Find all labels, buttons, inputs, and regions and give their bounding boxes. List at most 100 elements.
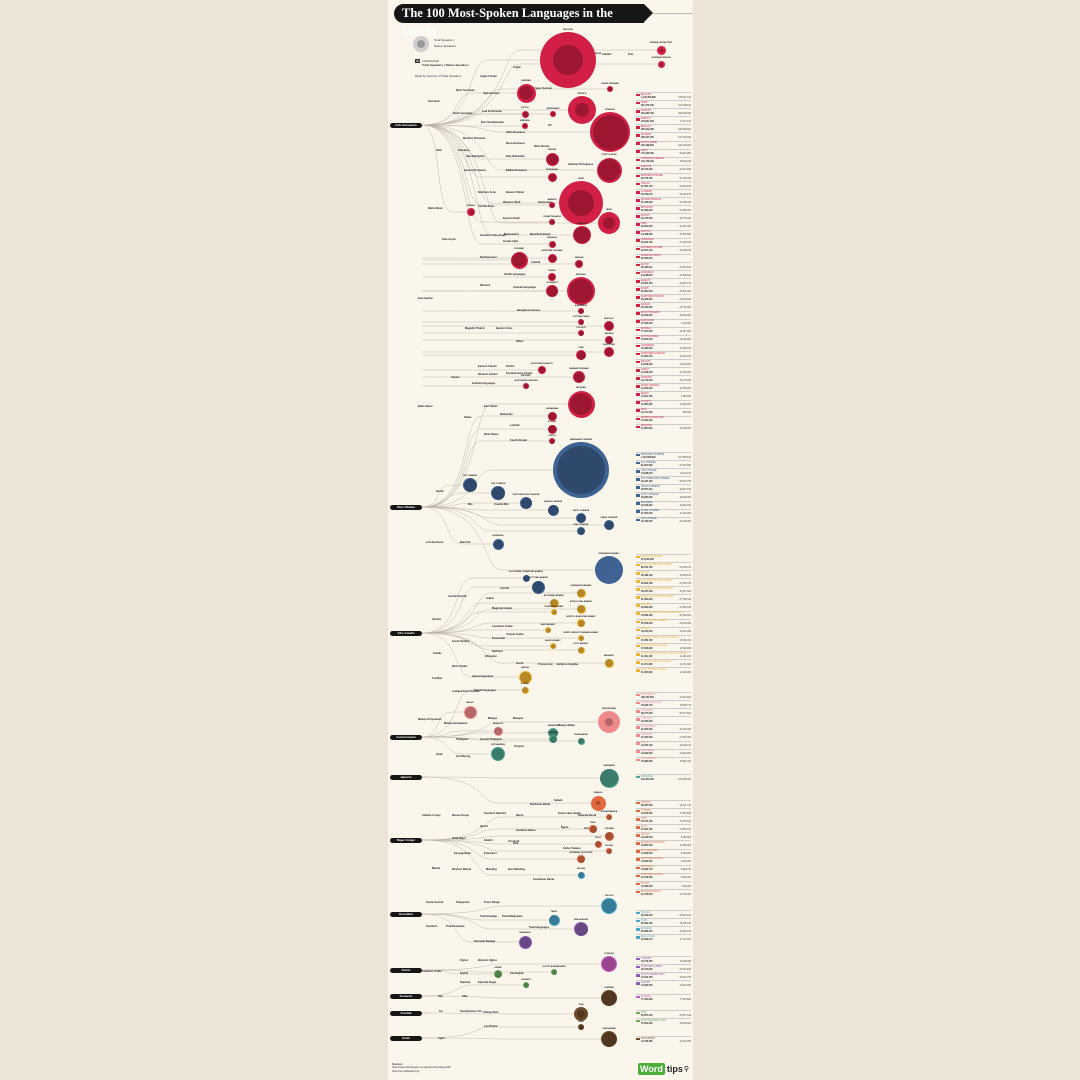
language-name: SOMALI [641, 628, 650, 631]
source-link-2[interactable]: https://en.wikipedia.org/ [392, 1069, 420, 1073]
rank-badge [636, 809, 640, 813]
language-bubble: WU CHINESE [463, 475, 477, 492]
ranking-row: PORTUGUESE 234,168,620 220,793,020 [636, 140, 691, 149]
language-name: NIGERIAN PIDGIN [641, 255, 661, 258]
language-name: BENGALI [641, 125, 651, 128]
total-speakers: 26,036,930 [641, 298, 653, 301]
ranking-row: VIETNAMESE 76,995,800 75,962,400 [636, 756, 691, 765]
source-link-1[interactable]: https://www.ethnologue.com/guides/ethnol… [392, 1066, 451, 1070]
native-speakers-circle [578, 872, 584, 878]
native-speakers: 75,025,130 [679, 922, 692, 925]
rank-badge [636, 215, 640, 218]
ranking-row: KITUBA/KIKONGO 12,720,000 12,720,000 [636, 889, 691, 897]
rank-badge [636, 174, 640, 178]
native-speakers: 25,000,000 [679, 623, 692, 626]
language-name: HAKKA CHINESE [641, 485, 660, 488]
native-speakers: 14,539,000 [679, 363, 692, 366]
bubble-language-name: VIETNAMESE [490, 743, 506, 746]
language-name: MAGAHI [641, 360, 651, 363]
bubble-language-name: SOMALI [520, 683, 530, 685]
bubble-language-name: SUDANESE ARABIC [570, 585, 592, 587]
native-speakers-circle [576, 261, 582, 267]
native-speakers-circle [601, 990, 617, 1006]
language-bubble: SWISS GERMAN [601, 83, 619, 92]
branch-label: Benue-Congo [452, 814, 470, 817]
language-name: ODIA [641, 223, 647, 226]
ranking-row: HAUSA 63,438,100 43,928,100 [636, 570, 691, 578]
native-speakers: 18,000,000 [679, 315, 692, 318]
rank-badge [636, 693, 640, 697]
branch-label: Semitic [432, 618, 442, 621]
branch-label: East Manding [508, 868, 525, 871]
branch-label: Kipchak-Nogai [478, 981, 497, 984]
rank-badge [636, 750, 640, 754]
family-label: Dravidian [390, 911, 422, 917]
ranking-row: BURMESE 42,915,340 32,915,340 [636, 500, 691, 509]
language-bubble: GERMAN [516, 80, 536, 103]
language-bubble: TAGALOG [493, 723, 503, 736]
total-speakers: 13,694,000 [641, 753, 653, 756]
branch-label: Bengali-Assamese [517, 309, 541, 312]
rank-badge [636, 518, 640, 522]
total-speakers: 93,040,240 [641, 914, 653, 917]
rank-badge [636, 866, 640, 870]
native-speakers: 31,675,100 [679, 820, 692, 823]
wordtips-logo[interactable]: Word tips ⚲ [638, 1062, 689, 1076]
branch-label: Sabaki [554, 799, 563, 802]
language-name: KOREAN [641, 995, 651, 998]
branch-label: Karluk [460, 972, 469, 975]
rank-badge [636, 652, 640, 656]
language-bubble: IRANIAN PERSIAN [569, 368, 589, 383]
rank-badge [636, 150, 640, 154]
native-speakers: 92,735,780 [679, 177, 692, 180]
language-name: NORTHERN PASHTO [641, 295, 664, 298]
total-speakers: 25,164,830 [641, 968, 653, 971]
bubble-language-name: KAZAKH [521, 978, 531, 981]
ranking-list-niger-congo: SWAHILI 98,337,590 16,207,740 YORUBA 45,844,… [636, 800, 691, 897]
native-speakers: 64,618,720 [679, 566, 692, 569]
total-speakers: 12,720,000 [641, 893, 653, 896]
native-speakers-circle [596, 801, 600, 805]
native-speakers: 917,868,640 [678, 456, 691, 459]
rank-badge [636, 620, 640, 624]
rank-badge [636, 166, 640, 170]
total-speakers: 45,844,560 [641, 812, 653, 815]
language-name: SYLHETI [641, 401, 651, 404]
native-speakers: 77,177,210 [679, 120, 692, 123]
native-speakers-circle [549, 241, 555, 247]
language-name: TAMIL [641, 919, 648, 922]
total-speakers: 10,000,000 [641, 420, 653, 423]
native-speakers: 68,277,600 [679, 712, 692, 715]
ranking-row: SWISS GERMAN 12,950,000 10,650,000 [636, 383, 691, 391]
bubble-language-name: KANNADA [519, 932, 531, 934]
rank-badge [636, 510, 640, 514]
rank-badge [636, 401, 640, 404]
bubble-language-name: CHITTAGONIAN [572, 315, 590, 318]
rank-badge [636, 134, 640, 137]
bubble-language-name: BENGALI [576, 273, 586, 276]
language-name: SWAHILI [641, 801, 651, 804]
ranking-row: WU CHINESE 81,801,990 81,407,890 [636, 460, 691, 468]
native-speakers-circle [546, 153, 558, 165]
language-name: XHOSA [641, 833, 650, 836]
native-speakers: 16,207,740 [679, 804, 692, 807]
ranking-row: NORTHERN PASHTO 26,036,930 25,933,930 [636, 294, 691, 302]
language-name: MADURESE [641, 750, 655, 753]
total-speakers: 12,586,000 [641, 885, 653, 888]
total-speakers: 24,238,840 [641, 274, 653, 277]
native-speakers: 14,485,000 [679, 845, 692, 848]
tree-connectors [421, 49, 661, 1040]
bubble-language-name: ASSAMESE [574, 304, 588, 307]
total-speakers: 77,264,890 [641, 998, 653, 1001]
bubble-language-name: JINYU CHINESE [572, 509, 590, 512]
language-name: SINHALA [641, 328, 651, 331]
branch-label: Indo-Aryan [442, 238, 456, 241]
total-speakers: 76,995,800 [641, 761, 653, 764]
language-bubble: THAI [574, 1004, 588, 1021]
language-bubble: SINHALA [547, 237, 557, 248]
branch-label: Balto-Slavic [428, 207, 443, 210]
ranking-row: HUNGARIAN 12,576,280 12,576,280 [636, 1036, 691, 1044]
rank-badge [636, 478, 640, 481]
language-name: ROMANIAN [641, 271, 654, 274]
language-bubble: AFRIKAANS [547, 108, 559, 117]
